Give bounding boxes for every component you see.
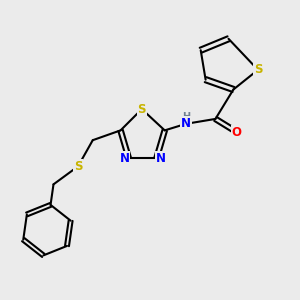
Text: S: S	[254, 63, 262, 76]
Text: O: O	[232, 125, 242, 139]
Text: N: N	[156, 152, 166, 165]
Text: N: N	[181, 117, 191, 130]
Text: N: N	[119, 152, 130, 165]
Text: S: S	[74, 160, 82, 173]
Text: S: S	[138, 103, 146, 116]
Text: H: H	[182, 112, 190, 122]
